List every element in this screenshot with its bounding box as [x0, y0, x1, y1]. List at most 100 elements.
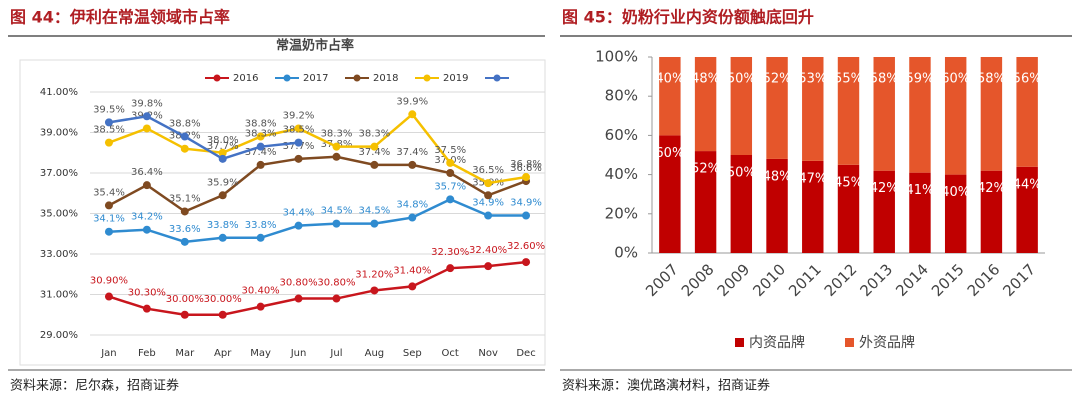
value-label: 33.6% — [169, 224, 201, 235]
value-label: 36.6% — [510, 163, 542, 174]
value-label: 59% — [906, 72, 935, 87]
x-tick-label: Dec — [516, 348, 535, 359]
point — [294, 138, 303, 147]
point — [180, 144, 189, 153]
x-tick-label: 2013 — [857, 260, 897, 300]
point — [104, 118, 113, 127]
bar-segment — [694, 57, 717, 152]
y-tick-label: 29.00% — [40, 330, 78, 341]
value-label: 48% — [691, 72, 720, 87]
value-label: 37.4% — [245, 147, 277, 158]
value-label: 50% — [727, 166, 756, 181]
series-line — [108, 260, 527, 316]
value-label: 42% — [870, 181, 899, 196]
legend-marker — [283, 74, 291, 82]
point — [142, 304, 151, 313]
value-label: 36.5% — [472, 165, 504, 176]
value-label: 41% — [906, 183, 935, 198]
value-label: 32.40% — [469, 245, 507, 256]
point — [522, 173, 531, 182]
value-label: 33.8% — [245, 220, 277, 231]
value-label: 34.9% — [510, 198, 542, 209]
point — [522, 258, 531, 267]
point — [484, 211, 493, 220]
point — [256, 160, 265, 169]
value-label: 35.7% — [434, 181, 466, 192]
bar-segment — [980, 57, 1003, 171]
value-label: 30.80% — [317, 278, 355, 289]
y-tick-label: 41.00% — [40, 87, 78, 98]
value-label: 34.2% — [131, 212, 163, 223]
point — [142, 225, 151, 234]
legend-marker — [213, 74, 221, 82]
point — [446, 264, 455, 273]
source: 资料来源：尼尔森，招商证券 — [10, 378, 179, 394]
bar-segment — [909, 172, 931, 253]
point — [256, 142, 265, 151]
point — [446, 158, 455, 167]
point — [408, 213, 417, 222]
series-line — [108, 112, 527, 185]
point — [218, 233, 227, 242]
legend-label: 2019 — [443, 73, 468, 84]
value-label: 31.20% — [355, 269, 393, 280]
value-label: 38.8% — [169, 119, 201, 130]
value-label: 30.90% — [90, 276, 128, 287]
legend-label: 2017 — [303, 73, 328, 84]
x-tick-label: 2009 — [714, 260, 754, 300]
point — [332, 152, 341, 161]
x-tick-label: Jun — [290, 348, 307, 359]
x-tick-label: Apr — [214, 348, 232, 359]
x-tick-label: May — [250, 348, 271, 359]
bar-segment — [873, 170, 895, 253]
value-label: 30.80% — [279, 278, 317, 289]
legend-marker — [423, 74, 431, 82]
point — [104, 138, 113, 147]
value-label: 60% — [941, 72, 970, 87]
value-label: 52% — [763, 72, 792, 87]
point — [104, 292, 113, 301]
value-label: 52% — [691, 162, 720, 177]
value-label: 30.40% — [242, 286, 280, 297]
point — [180, 237, 189, 246]
value-label: 38.3% — [321, 129, 353, 140]
legend-label: 外资品牌 — [859, 334, 915, 351]
legend-label: 2018 — [373, 73, 398, 84]
value-label: 37.4% — [358, 147, 390, 158]
point — [218, 154, 227, 163]
y-tick-label: 60% — [605, 126, 638, 144]
value-label: 56% — [1013, 72, 1042, 87]
y-tick-label: 0% — [614, 244, 638, 262]
bar-segment — [837, 57, 860, 165]
point — [484, 191, 493, 200]
point — [446, 195, 455, 204]
point — [484, 179, 493, 188]
point — [218, 191, 227, 200]
x-tick-label: Nov — [478, 348, 498, 359]
point — [180, 207, 189, 216]
x-tick-label: 2007 — [642, 260, 682, 300]
value-label: 30.00% — [166, 294, 204, 305]
value-label: 36.8% — [510, 159, 542, 170]
value-label: 30.30% — [128, 288, 166, 299]
bar-segment — [730, 57, 753, 155]
point — [142, 181, 151, 190]
value-label: 39.2% — [283, 110, 315, 121]
value-label: 50% — [727, 72, 756, 87]
x-tick-label: 2015 — [928, 260, 968, 300]
point — [370, 219, 379, 228]
value-label: 48% — [763, 169, 792, 184]
legend-marker — [493, 74, 501, 82]
value-label: 53% — [798, 72, 827, 87]
y-tick-label: 35.00% — [40, 209, 78, 220]
x-tick-label: 2012 — [821, 260, 861, 300]
point — [370, 142, 379, 151]
value-label: 40% — [655, 72, 684, 87]
legend-label: 内资品牌 — [749, 334, 805, 351]
value-label: 39.9% — [396, 96, 428, 107]
value-label: 33.8% — [207, 220, 239, 231]
value-label: 35.4% — [93, 187, 125, 198]
value-label: 34.5% — [358, 206, 390, 217]
y-tick-label: 40% — [605, 165, 638, 183]
